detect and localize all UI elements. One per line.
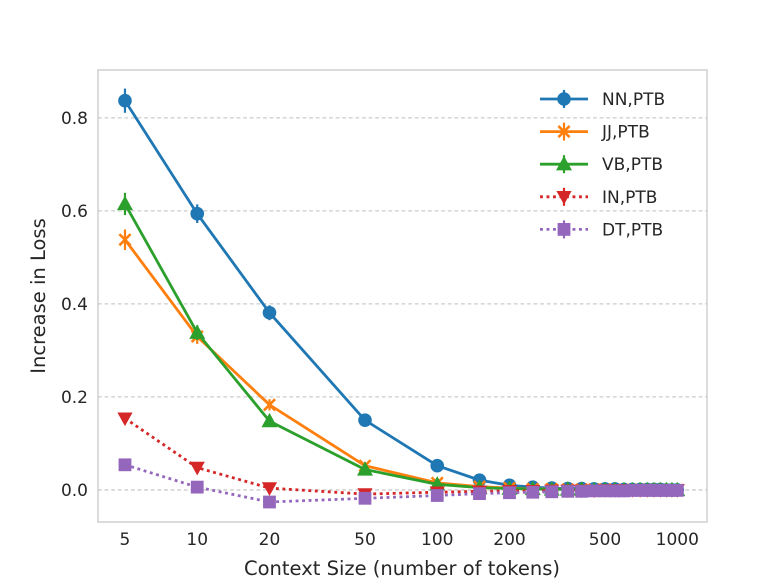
legend-item-vb-ptb: VB,PTB [540, 155, 663, 175]
marker-triangle-down [189, 461, 205, 476]
marker-x [262, 398, 277, 412]
marker-square [587, 484, 601, 498]
marker-square [561, 484, 575, 498]
x-tick-labels: 5 10 20 50 100 200 500 1000 [120, 530, 699, 550]
marker-square [358, 491, 372, 505]
x-tick-label: 5 [120, 530, 131, 550]
x-tick-label: 500 [589, 530, 621, 550]
legend-label: NN,PTB [602, 90, 665, 110]
y-tick-label: 0.8 [61, 109, 88, 129]
x-axis-label: Context Size (number of tokens) [244, 557, 560, 580]
series-dt-ptb [118, 458, 684, 509]
marker-circle [358, 413, 372, 427]
marker-triangle-up [116, 195, 133, 211]
marker-circle [557, 92, 571, 106]
marker-triangle-up [261, 412, 278, 428]
y-tick-labels: 0.0 0.2 0.4 0.6 0.8 [61, 109, 88, 501]
marker-circle [190, 206, 205, 221]
x-tick-label: 10 [186, 530, 208, 550]
marker-square [503, 486, 516, 500]
marker-triangle-up [189, 324, 206, 339]
marker-square [118, 458, 132, 472]
series-line-in-ptb [124, 417, 678, 496]
marker-square [430, 489, 444, 502]
x-tick-label: 50 [354, 530, 376, 550]
legend-item-dt-ptb: DT,PTB [540, 220, 663, 240]
marker-square [670, 483, 684, 497]
marker-square [473, 487, 486, 501]
marker-circle [430, 458, 445, 473]
marker-square [598, 484, 612, 498]
marker-triangle-down [556, 191, 572, 205]
marker-circle [262, 305, 277, 320]
legend-label: JJ,PTB [601, 123, 650, 143]
marker-square [263, 495, 276, 509]
x-tick-label: 20 [259, 530, 281, 550]
marker-x [557, 125, 571, 139]
legend-label: IN,PTB [602, 188, 657, 208]
series-line-dt-ptb [124, 463, 678, 504]
series-line-jj-ptb [123, 238, 678, 492]
legend-item-jj-ptb: JJ,PTB [540, 122, 650, 143]
legend-item-in-ptb: IN,PTB [540, 187, 657, 208]
y-tick-label: 0.2 [61, 388, 88, 408]
marker-circle [118, 93, 132, 108]
plot-border [97, 69, 708, 523]
marker-triangle-down [261, 482, 278, 496]
marker-triangle-up [556, 156, 572, 171]
y-tick-label: 0.4 [61, 295, 88, 315]
x-tick-label: 200 [493, 530, 525, 550]
legend: NN,PTB JJ,PTB VB,PTB IN,PTB DT,PTB [540, 90, 665, 240]
legend-label: DT,PTB [602, 220, 663, 240]
y-axis-label: Increase in Loss [27, 218, 50, 373]
legend-label: VB,PTB [602, 155, 663, 175]
series-jj-ptb [118, 229, 684, 497]
series-layer [116, 88, 686, 509]
x-tick-label: 100 [421, 530, 453, 550]
marker-square [575, 484, 589, 498]
y-tick-label: 0.6 [61, 202, 88, 222]
marker-x [118, 233, 132, 247]
marker-triangle-up [356, 461, 373, 476]
x-tick-label: 1000 [656, 530, 699, 550]
marker-square [557, 223, 571, 236]
legend-item-nn-ptb: NN,PTB [540, 90, 665, 110]
series-line-nn-ptb [123, 99, 678, 492]
series-line-vb-ptb [123, 203, 678, 492]
y-tick-label: 0.0 [61, 481, 88, 501]
series-vb-ptb [116, 192, 686, 497]
marker-square [545, 485, 559, 499]
marker-square [190, 480, 204, 494]
series-nn-ptb [118, 88, 685, 497]
marker-square [526, 485, 540, 499]
marker-triangle-down [117, 412, 133, 427]
